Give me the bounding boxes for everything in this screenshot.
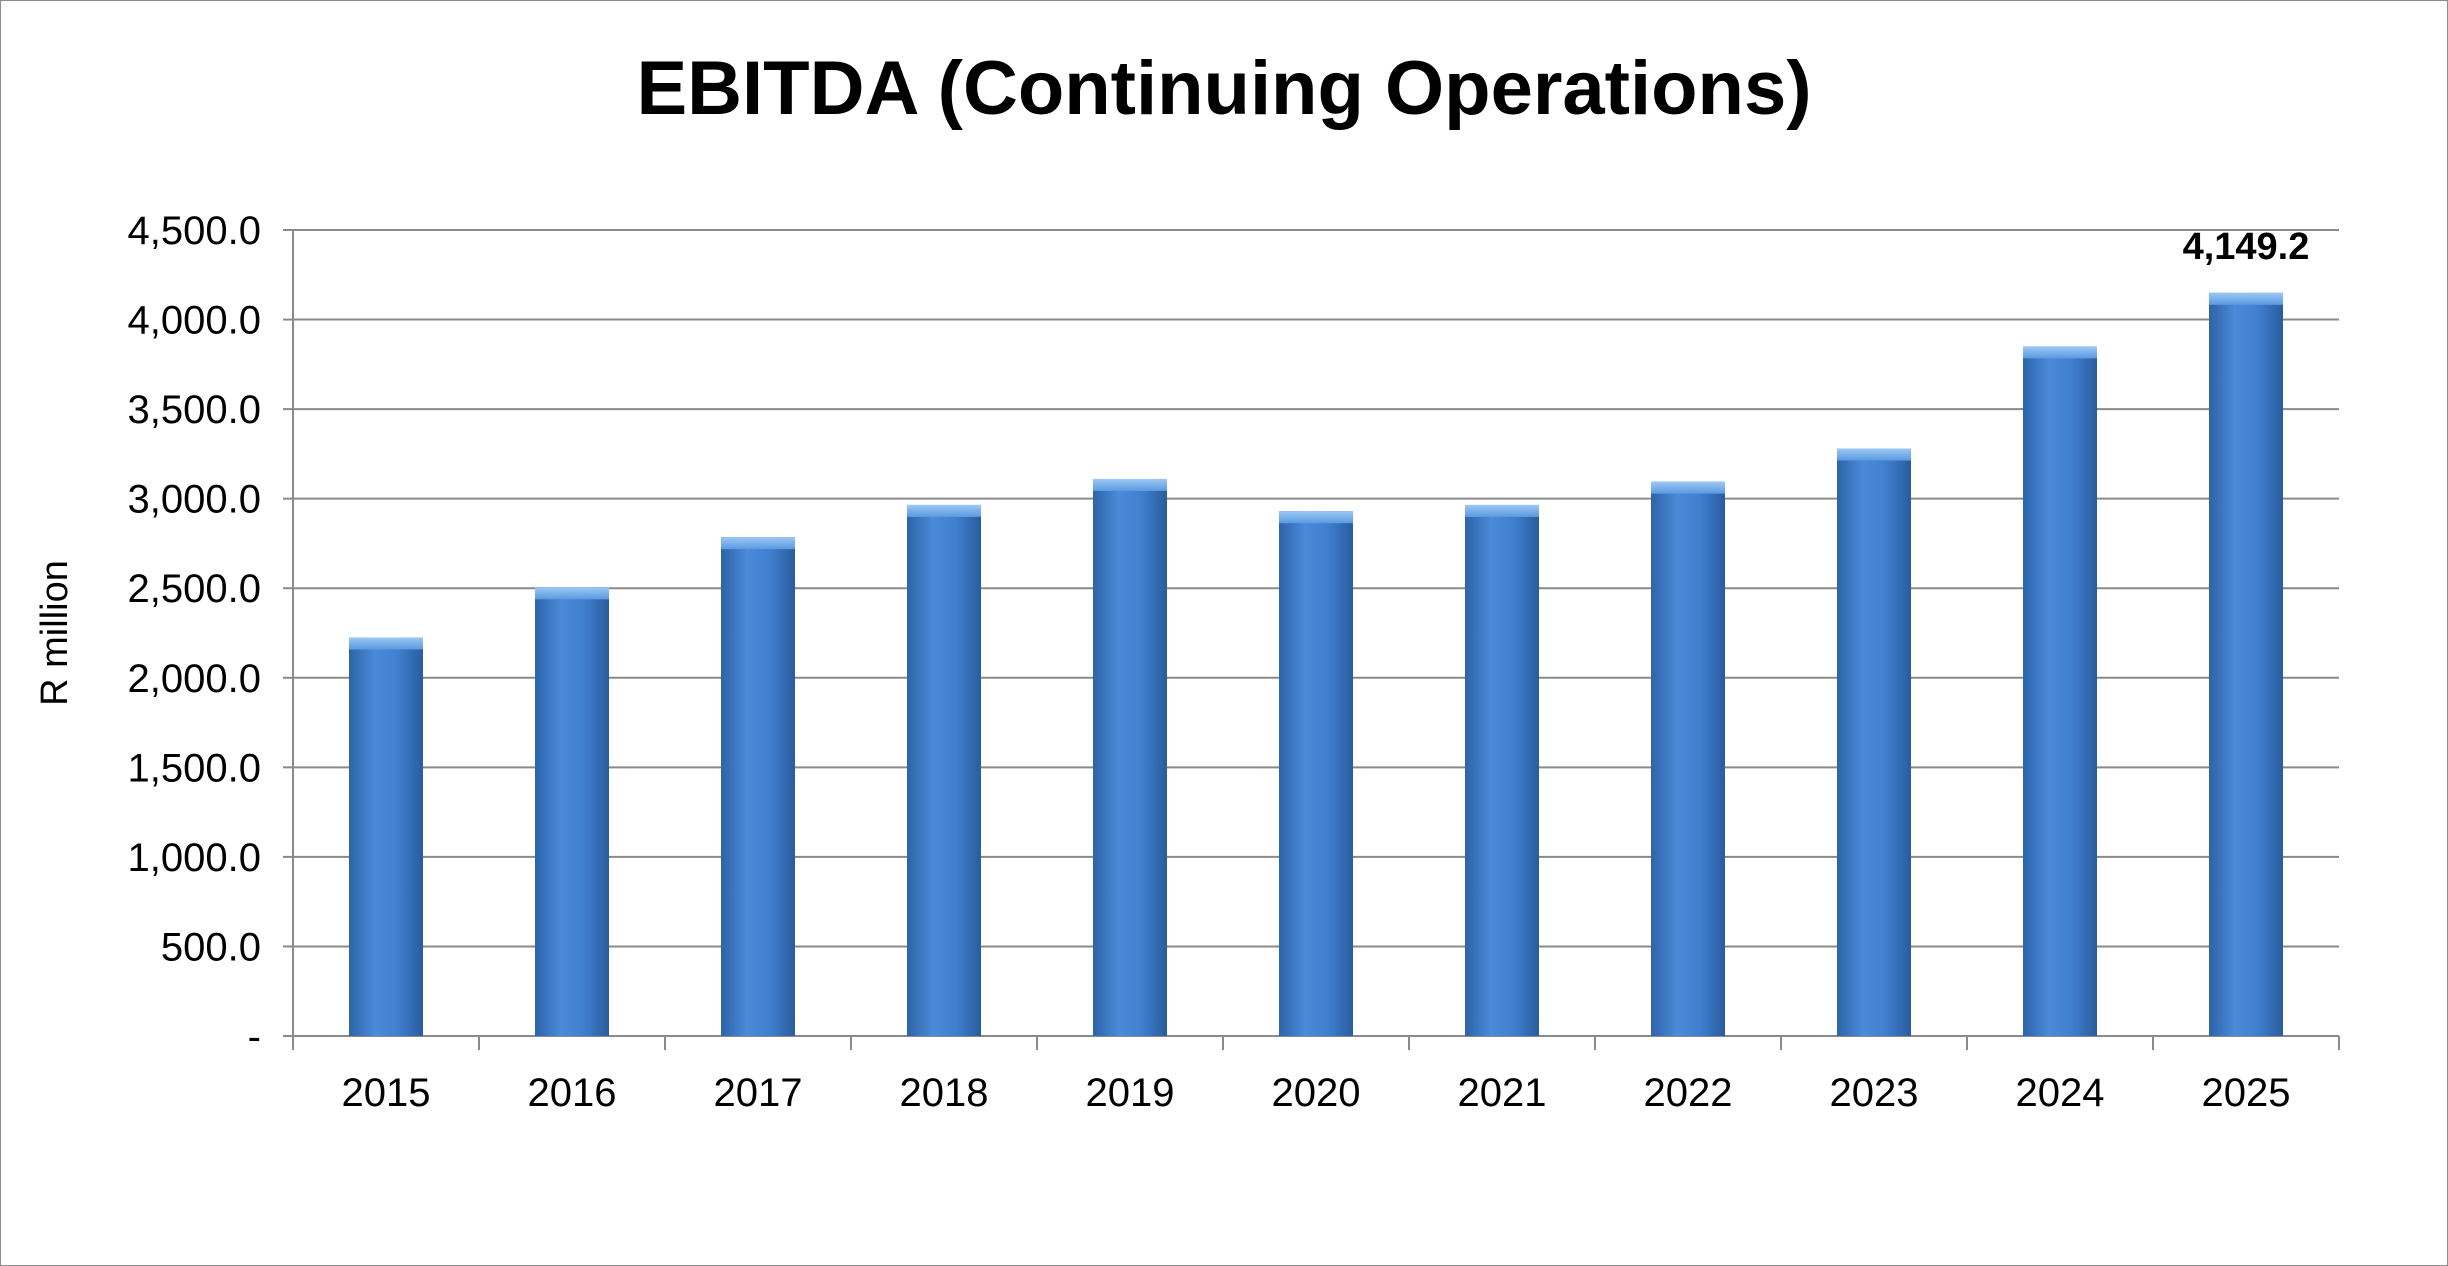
bar-2023 xyxy=(1837,448,1911,1036)
bar-top-bevel xyxy=(721,537,795,550)
bar-top-bevel xyxy=(907,504,981,517)
bar-body xyxy=(349,637,423,1036)
bar-body xyxy=(1279,511,1353,1036)
x-tick-label: 2023 xyxy=(1830,1071,1919,1115)
y-tick-label: 4,000.0 xyxy=(128,299,261,343)
bar-2025 xyxy=(2209,292,2283,1037)
bar-top-bevel xyxy=(535,587,609,600)
x-tick-label: 2018 xyxy=(900,1071,989,1115)
bar-top-bevel xyxy=(349,637,423,650)
bars xyxy=(349,292,2283,1037)
bar-top-bevel xyxy=(2023,346,2097,359)
bar-body xyxy=(1651,481,1725,1036)
x-tick-label: 2017 xyxy=(714,1071,803,1115)
bar-top-bevel xyxy=(2209,292,2283,305)
bar-top-bevel xyxy=(1837,448,1911,461)
bar-body xyxy=(721,537,795,1036)
bar-top-bevel xyxy=(1093,478,1167,491)
bar-2019 xyxy=(1093,478,1167,1036)
y-tick-label: 500.0 xyxy=(161,925,261,969)
bar-body xyxy=(2209,292,2283,1037)
y-tick-label: 3,500.0 xyxy=(128,388,261,432)
y-tick-label: 1,500.0 xyxy=(128,746,261,790)
bar-body xyxy=(535,587,609,1036)
bar-top-bevel xyxy=(1651,481,1725,494)
bar-body xyxy=(2023,346,2097,1036)
x-tick-label: 2015 xyxy=(342,1071,431,1115)
y-axis-label: R million xyxy=(34,560,76,706)
y-tick-label: 3,000.0 xyxy=(128,478,261,522)
bar-2016 xyxy=(535,587,609,1036)
bar-2022 xyxy=(1651,481,1725,1036)
bar-2021 xyxy=(1465,504,1539,1036)
bar-top-bevel xyxy=(1465,504,1539,517)
bar-2018 xyxy=(907,504,981,1036)
bar-2015 xyxy=(349,637,423,1036)
bar-body xyxy=(1093,478,1167,1036)
x-tick-label: 2019 xyxy=(1086,1071,1175,1115)
y-tick-label: 4,500.0 xyxy=(128,209,261,253)
x-tick-label: 2022 xyxy=(1644,1071,1733,1115)
y-tick-label: - xyxy=(248,1015,261,1059)
chart-title: EBITDA (Continuing Operations) xyxy=(636,46,1811,131)
x-tick-label: 2024 xyxy=(2016,1071,2105,1115)
y-tick-label: 2,000.0 xyxy=(128,657,261,701)
bar-2024 xyxy=(2023,346,2097,1036)
bar-body xyxy=(907,504,981,1036)
y-tick-label: 2,500.0 xyxy=(128,567,261,611)
bar-top-bevel xyxy=(1279,511,1353,524)
bar-2020 xyxy=(1279,511,1353,1036)
y-tick-label: 1,000.0 xyxy=(128,836,261,880)
bar-2017 xyxy=(721,537,795,1036)
data-labels: 4,149.2 xyxy=(2183,226,2310,268)
bar-body xyxy=(1465,504,1539,1036)
data-label: 4,149.2 xyxy=(2183,226,2310,268)
x-tick-label: 2021 xyxy=(1458,1071,1547,1115)
x-tick-label: 2016 xyxy=(528,1071,617,1115)
x-tick-label: 2025 xyxy=(2202,1071,2291,1115)
x-tick-label: 2020 xyxy=(1272,1071,1361,1115)
tick-labels: - 500.0 1,000.0 1,500.0 2,000.0 2,500.0 3,000.… xyxy=(128,209,2291,1115)
bar-body xyxy=(1837,448,1911,1036)
